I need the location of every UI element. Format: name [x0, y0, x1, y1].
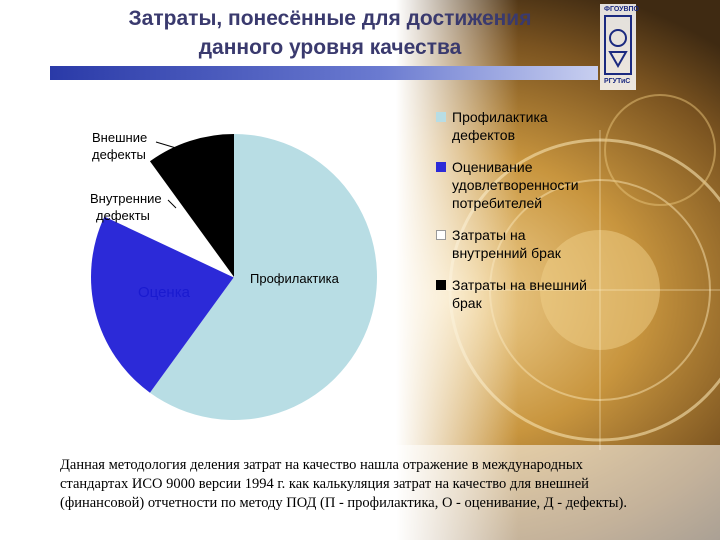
legend-text: внутренний брак: [452, 245, 561, 261]
label-external-line1: Внешние: [92, 130, 148, 145]
legend-item: Профилактика дефектов: [432, 108, 632, 144]
chart-legend: Профилактика дефектов Оценивание удовлет…: [432, 108, 632, 326]
legend-swatch: [436, 280, 446, 290]
legend-swatch: [436, 162, 446, 172]
legend-swatch: [436, 230, 446, 240]
title-line-2: данного уровня качества: [198, 36, 462, 59]
logo-top-text: ФГОУВПО: [604, 6, 640, 13]
label-internal-line2: дефекты: [96, 208, 150, 223]
page-title: Затраты, понесённые для достижения данно…: [60, 4, 600, 62]
footer-line-1: Данная методология деления затрат на кач…: [60, 457, 583, 473]
footer-text: Данная методология деления затрат на кач…: [60, 456, 700, 513]
university-logo-icon: [600, 4, 636, 90]
label-profilaktika: Профилактика: [250, 271, 339, 286]
legend-item: Затраты на внутренний брак: [432, 226, 632, 262]
leader-line-vneshnie: [155, 141, 197, 155]
label-internal-defects: Внутренние дефекты: [90, 190, 162, 224]
legend-text: дефектов: [452, 127, 516, 143]
legend-text: Затраты на внешний: [452, 277, 587, 293]
legend-text: брак: [452, 295, 482, 311]
legend-text: Оценивание: [452, 159, 533, 175]
pie-slice: [149, 134, 377, 420]
title-underline-bar: [50, 66, 598, 80]
leader-line-vnutrennie: [167, 199, 177, 209]
label-internal-line1: Внутренние: [90, 191, 162, 206]
legend-text: Затраты на: [452, 227, 526, 243]
legend-item: Оценивание удовлетворенности потребителе…: [432, 158, 632, 212]
footer-line-2: стандартах ИСО 9000 версии 1994 г. как к…: [60, 476, 589, 492]
label-ocenka: Оценка: [138, 284, 190, 301]
label-external-defects: Внешние дефекты: [92, 129, 147, 163]
title-line-1: Затраты, понесённые для достижения: [128, 7, 532, 30]
legend-text: потребителей: [452, 195, 543, 211]
logo-bottom-text: РГУТиС: [604, 78, 631, 85]
legend-text: Профилактика: [452, 109, 548, 125]
pie-slice: [149, 134, 234, 277]
footer-line-3: (финансовой) отчетности по методу ПОД (П…: [60, 495, 627, 511]
label-external-line2: дефекты: [92, 147, 146, 162]
legend-text: удовлетворенности: [452, 177, 579, 193]
legend-swatch: [436, 112, 446, 122]
pie-slice: [103, 160, 235, 278]
legend-item: Затраты на внешний брак: [432, 276, 632, 312]
